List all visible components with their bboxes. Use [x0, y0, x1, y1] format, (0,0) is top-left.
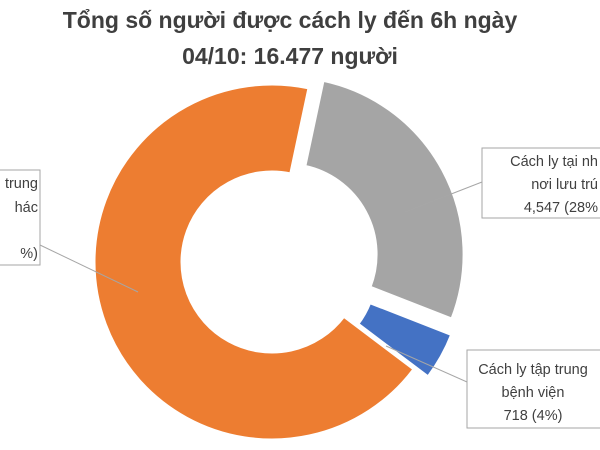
- slice: [355, 300, 454, 380]
- slice-label: hác: [15, 200, 38, 216]
- value-label: %): [20, 246, 38, 262]
- leader-line: [404, 181, 483, 213]
- slice-label: nơi lưu trú: [531, 177, 598, 193]
- callouts: [0, 147, 600, 429]
- donut: [92, 78, 466, 442]
- slice: [92, 82, 417, 442]
- leader-line: [385, 345, 468, 383]
- slice-label: trung: [5, 176, 38, 192]
- slice: [303, 78, 466, 322]
- chart-title: Tổng số người được cách ly đến 6h ngày: [63, 7, 518, 33]
- slice-label: Cách ly tại nh: [510, 154, 598, 170]
- chart-title: 04/10: 16.477 người: [182, 43, 398, 69]
- label-box: [466, 349, 600, 429]
- slice-label: bệnh viện: [502, 385, 565, 401]
- value-label: 718 (4%): [504, 408, 563, 424]
- label-box: [481, 147, 600, 219]
- value-label: 4,547 (28%: [524, 200, 598, 216]
- slice-label: Cách ly tập trung: [478, 362, 588, 378]
- label-box: [0, 169, 41, 266]
- leader-line: [39, 244, 139, 293]
